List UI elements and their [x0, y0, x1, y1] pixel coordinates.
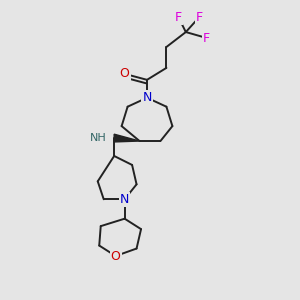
Text: N: N — [120, 193, 129, 206]
Text: O: O — [120, 68, 130, 80]
Text: N: N — [142, 91, 152, 104]
Text: F: F — [175, 11, 182, 24]
Text: F: F — [196, 11, 203, 24]
Text: NH: NH — [90, 133, 107, 143]
Polygon shape — [114, 134, 140, 142]
Text: F: F — [203, 32, 210, 44]
Text: O: O — [111, 250, 121, 262]
